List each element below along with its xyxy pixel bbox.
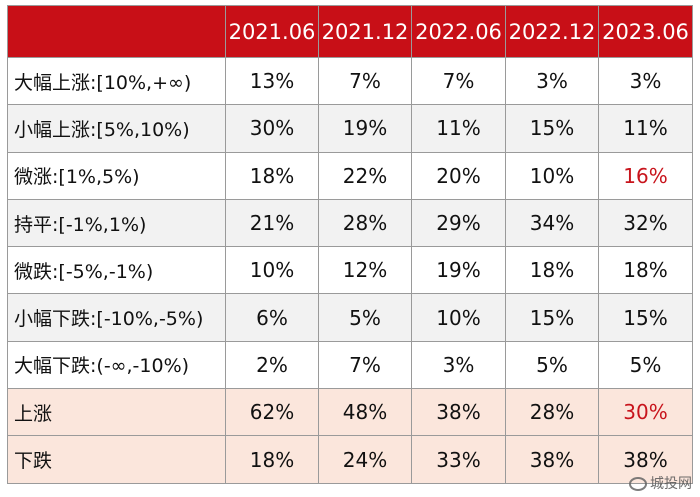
table-cell: 18% (598, 246, 693, 295)
table-cell: 28% (318, 198, 412, 248)
table-cell: 18% (225, 435, 319, 484)
column-header: 2022.06 (411, 5, 506, 58)
table-cell: 6% (225, 293, 319, 342)
row-label: 小幅下跌:[-10%,-5%) (7, 293, 226, 342)
table-cell: 11% (411, 104, 506, 153)
table-cell: 38% (505, 435, 599, 484)
table-cell: 10% (411, 293, 506, 342)
table-row: 小幅上涨:[5%,10%) 30% 19% 11% 15% 11% (7, 104, 693, 153)
table-row: 微跌:[-5%,-1%) 10% 12% 19% 18% 18% (7, 246, 693, 295)
row-label: 持平:[-1%,1%) (7, 198, 226, 248)
table-cell: 18% (505, 246, 599, 295)
table-cell: 5% (505, 340, 599, 390)
row-label: 上涨 (7, 388, 226, 437)
table-cell: 12% (318, 246, 412, 295)
table-cell: 19% (318, 104, 412, 153)
table-row: 大幅上涨:[10%,+∞) 13% 7% 7% 3% 3% (7, 56, 693, 106)
column-header: 2021.12 (318, 5, 412, 58)
table-cell: 21% (225, 198, 319, 248)
table-cell: 7% (318, 56, 412, 106)
table-cell: 22% (318, 151, 412, 200)
table-cell: 3% (411, 340, 506, 390)
watermark: 城投网 (629, 473, 692, 493)
table-cell: 62% (225, 388, 319, 437)
table-cell: 19% (411, 246, 506, 295)
table-cell: 33% (411, 435, 506, 484)
table-row: 下跌 18% 24% 33% 38% 38% (7, 435, 693, 484)
table-row: 微涨:[1%,5%) 18% 22% 20% 10% 16% (7, 151, 693, 200)
table-cell: 7% (318, 340, 412, 390)
row-label: 微跌:[-5%,-1%) (7, 246, 226, 295)
table-cell: 32% (598, 198, 693, 248)
column-header: 2023.06 (598, 5, 693, 58)
table-cell: 16% (598, 151, 693, 200)
table-row: 上涨 62% 48% 38% 28% 30% (7, 388, 693, 437)
header-corner (7, 5, 226, 58)
column-header: 2021.06 (225, 5, 319, 58)
table-cell: 30% (225, 104, 319, 153)
table-cell: 3% (598, 56, 693, 106)
row-label: 微涨:[1%,5%) (7, 151, 226, 200)
row-label: 大幅下跌:(-∞,-10%) (7, 340, 226, 390)
table-cell: 48% (318, 388, 412, 437)
weibo-logo-icon (629, 477, 647, 491)
row-label: 大幅上涨:[10%,+∞) (7, 56, 226, 106)
table-row: 小幅下跌:[-10%,-5%) 6% 5% 10% 15% 15% (7, 293, 693, 342)
table-cell: 28% (505, 388, 599, 437)
table-row: 大幅下跌:(-∞,-10%) 2% 7% 3% 5% 5% (7, 340, 693, 390)
header-row: 2021.06 2021.12 2022.06 2022.12 2023.06 (7, 5, 693, 58)
table-cell: 30% (598, 388, 693, 437)
row-label: 下跌 (7, 435, 226, 484)
table-cell: 38% (411, 388, 506, 437)
table-cell: 10% (505, 151, 599, 200)
table-cell: 2% (225, 340, 319, 390)
table-cell: 34% (505, 198, 599, 248)
table-cell: 15% (505, 104, 599, 153)
table-cell: 10% (225, 246, 319, 295)
table-cell: 5% (598, 340, 693, 390)
table-cell: 5% (318, 293, 412, 342)
table-cell: 24% (318, 435, 412, 484)
table-cell: 38% (598, 435, 693, 484)
row-label: 小幅上涨:[5%,10%) (7, 104, 226, 153)
column-header: 2022.12 (505, 5, 599, 58)
table-cell: 3% (505, 56, 599, 106)
table-cell: 20% (411, 151, 506, 200)
table-row: 持平:[-1%,1%) 21% 28% 29% 34% 32% (7, 198, 693, 248)
data-table: 2021.06 2021.12 2022.06 2022.12 2023.06 … (7, 5, 693, 484)
table-cell: 18% (225, 151, 319, 200)
table-cell: 7% (411, 56, 506, 106)
table-cell: 11% (598, 104, 693, 153)
table-cell: 29% (411, 198, 506, 248)
table-cell: 15% (598, 293, 693, 342)
table-cell: 13% (225, 56, 319, 106)
table-cell: 15% (505, 293, 599, 342)
watermark-text: 城投网 (650, 476, 692, 492)
